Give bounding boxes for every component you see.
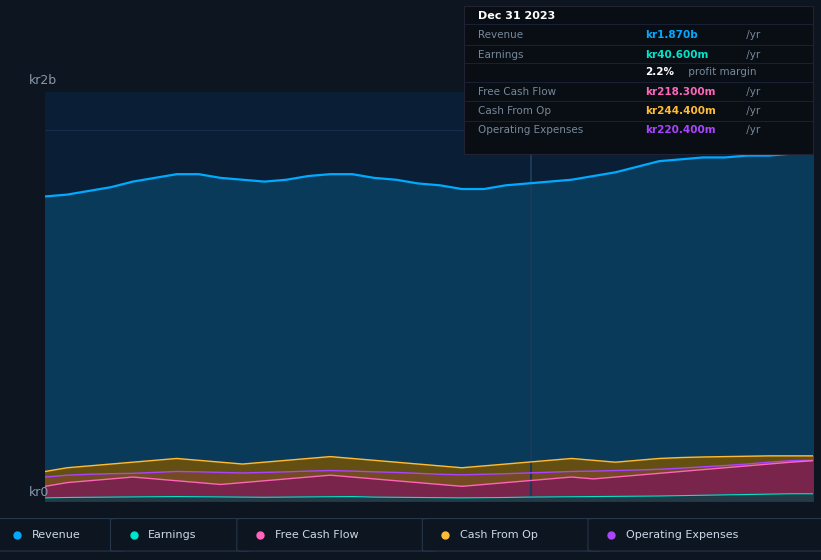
Text: Earnings: Earnings (149, 530, 197, 540)
Text: Operating Expenses: Operating Expenses (478, 125, 583, 136)
Text: Free Cash Flow: Free Cash Flow (478, 87, 556, 97)
Text: /yr: /yr (743, 125, 760, 136)
FancyBboxPatch shape (111, 519, 251, 551)
Text: profit margin: profit margin (686, 67, 757, 77)
Text: Free Cash Flow: Free Cash Flow (274, 530, 358, 540)
Text: Revenue: Revenue (478, 30, 523, 40)
Text: Revenue: Revenue (32, 530, 80, 540)
Text: /yr: /yr (743, 50, 760, 59)
Text: /yr: /yr (743, 106, 760, 116)
Text: Cash From Op: Cash From Op (460, 530, 538, 540)
Text: kr1.870b: kr1.870b (645, 30, 698, 40)
Text: kr244.400m: kr244.400m (645, 106, 716, 116)
Text: kr0: kr0 (29, 486, 49, 500)
Text: kr2b: kr2b (29, 74, 57, 87)
FancyBboxPatch shape (422, 519, 602, 551)
Text: Earnings: Earnings (478, 50, 523, 59)
Text: /yr: /yr (743, 30, 760, 40)
FancyBboxPatch shape (237, 519, 437, 551)
FancyBboxPatch shape (588, 519, 821, 551)
Text: Dec 31 2023: Dec 31 2023 (478, 11, 555, 21)
Text: kr220.400m: kr220.400m (645, 125, 716, 136)
Text: /yr: /yr (743, 87, 760, 97)
FancyBboxPatch shape (0, 519, 125, 551)
Text: Cash From Op: Cash From Op (478, 106, 551, 116)
Text: 2.2%: 2.2% (645, 67, 674, 77)
Text: kr40.600m: kr40.600m (645, 50, 709, 59)
Text: Operating Expenses: Operating Expenses (626, 530, 738, 540)
Text: kr218.300m: kr218.300m (645, 87, 716, 97)
